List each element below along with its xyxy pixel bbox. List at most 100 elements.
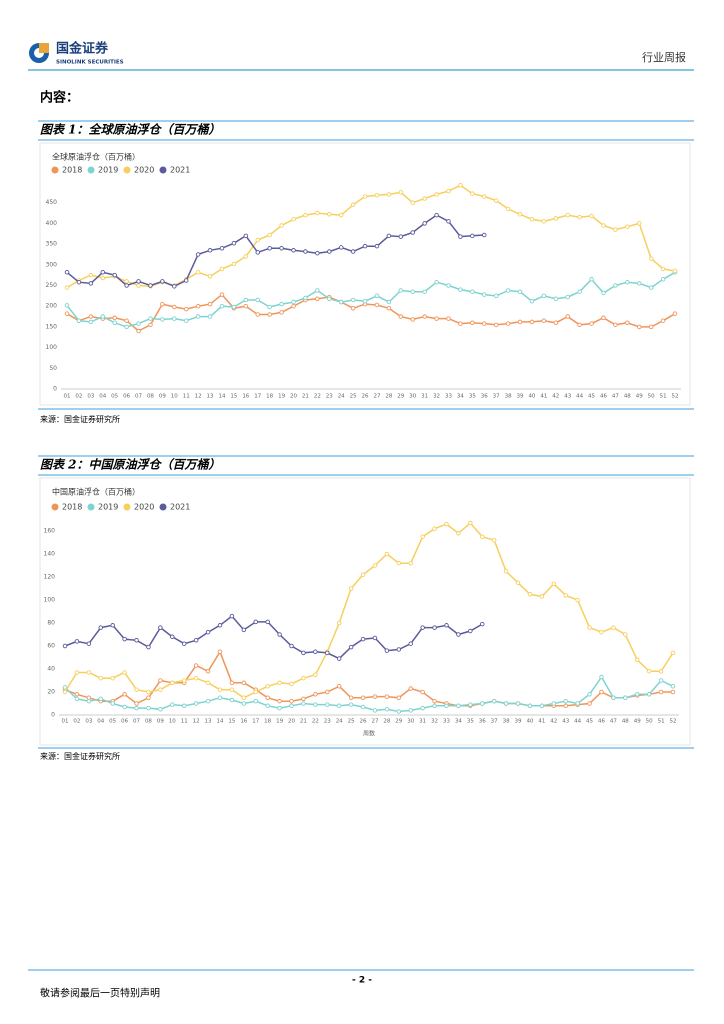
data-point (408, 686, 413, 691)
data-point (229, 697, 235, 703)
x-axis-title: 周数 (363, 730, 375, 738)
data-point (98, 675, 104, 681)
data-point (301, 701, 306, 706)
data-point (229, 687, 235, 692)
data-point (289, 681, 294, 687)
data-point (470, 289, 475, 294)
data-point (398, 190, 404, 195)
data-point (255, 312, 260, 317)
x-tick-label: 49 (634, 719, 641, 725)
data-point (587, 701, 592, 706)
data-point (313, 702, 318, 707)
legend-label: 2018 (62, 166, 82, 175)
data-point (551, 701, 557, 706)
data-point (217, 649, 223, 655)
x-tick-label: 29 (395, 719, 402, 725)
series-line (66, 271, 676, 328)
data-point (291, 303, 296, 309)
x-tick-label: 50 (648, 394, 655, 400)
data-point (648, 256, 654, 261)
data-point (277, 698, 282, 704)
y-tick-label: 80 (47, 620, 55, 627)
data-point (565, 294, 570, 300)
data-point (623, 632, 628, 637)
x-tick-label: 14 (218, 394, 225, 400)
x-tick-label: 30 (407, 719, 414, 725)
data-point (148, 322, 153, 328)
company-en: SINOLINK SECURITIES (56, 60, 124, 66)
data-point (146, 705, 151, 711)
x-tick-label: 43 (562, 719, 569, 725)
data-point (207, 274, 213, 279)
data-point (303, 212, 308, 218)
data-point (350, 297, 356, 303)
data-point (410, 200, 415, 205)
data-point (265, 703, 270, 709)
data-point (527, 592, 533, 597)
x-tick-label: 49 (636, 394, 643, 400)
data-point (265, 695, 270, 701)
data-point (289, 703, 294, 709)
data-point (444, 521, 449, 527)
data-point (122, 670, 127, 675)
data-point (601, 223, 606, 228)
x-tick-label: 48 (622, 719, 629, 725)
data-point (420, 705, 425, 711)
data-point (398, 288, 404, 293)
x-tick-label: 24 (338, 394, 345, 400)
data-point (193, 663, 199, 668)
y-tick-label: 300 (46, 261, 58, 268)
x-tick-label: 05 (109, 719, 116, 725)
data-point (384, 707, 390, 712)
data-point (515, 701, 521, 706)
y-tick-label: 160 (44, 528, 56, 535)
data-point (434, 279, 439, 285)
data-point (207, 314, 213, 319)
data-point (253, 698, 258, 704)
y-tick-label: 100 (46, 344, 58, 351)
data-point (110, 623, 115, 628)
x-tick-label: 35 (467, 719, 474, 725)
data-point (551, 581, 557, 587)
data-point (482, 232, 487, 238)
data-point (444, 703, 449, 709)
legend-label: 2019 (98, 166, 118, 175)
data-point (577, 289, 582, 294)
x-tick-label: 27 (371, 719, 378, 725)
data-point (112, 272, 117, 278)
data-point (327, 296, 332, 301)
y-tick-label: 250 (46, 282, 58, 289)
data-point (527, 703, 533, 709)
y-tick-label: 100 (44, 597, 56, 604)
data-point (219, 245, 225, 251)
data-point (110, 701, 115, 706)
y-tick-label: 40 (47, 666, 55, 673)
x-tick-label: 14 (216, 719, 223, 725)
data-point (446, 283, 451, 288)
x-tick-label: 23 (326, 394, 333, 400)
data-point (88, 281, 94, 286)
data-point (205, 669, 211, 674)
data-point (636, 281, 642, 286)
data-point (529, 298, 535, 304)
x-tick-label: 45 (588, 394, 595, 400)
data-point (219, 303, 225, 309)
data-point (553, 320, 559, 326)
data-point (372, 563, 378, 568)
data-point (482, 321, 487, 326)
data-point (134, 701, 139, 706)
y-tick-label: 50 (49, 365, 57, 372)
data-point (193, 675, 199, 681)
data-point (255, 237, 260, 243)
data-point (470, 191, 475, 196)
data-point (374, 302, 380, 308)
x-tick-label: 20 (290, 394, 297, 400)
series-line (64, 650, 673, 707)
data-point (456, 632, 461, 637)
data-point (446, 219, 451, 224)
data-point (195, 270, 201, 275)
x-tick-label: 32 (431, 719, 438, 725)
data-point (172, 284, 177, 289)
data-point (158, 625, 163, 630)
data-point (374, 192, 380, 198)
